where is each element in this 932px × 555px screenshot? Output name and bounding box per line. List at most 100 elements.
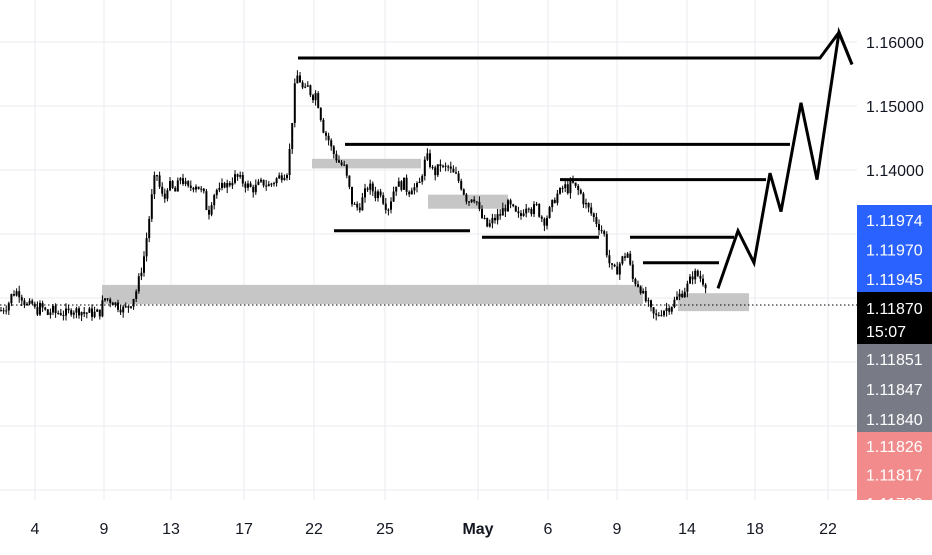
candle-body — [150, 194, 153, 219]
candle-body — [647, 300, 650, 302]
price-tick-label: 1.16000 — [866, 35, 924, 52]
candle — [104, 298, 106, 302]
candle-body — [296, 75, 299, 84]
candle — [592, 212, 595, 222]
time-tick-label: May — [462, 521, 493, 538]
candle-body — [176, 180, 179, 192]
candle — [114, 302, 117, 308]
candle-body — [70, 310, 73, 315]
candle — [379, 188, 382, 198]
price-axis[interactable]: 1.16000 1.15000 1.14000 — [866, 35, 924, 180]
price-badge-group-gray — [857, 344, 932, 434]
candle-body — [317, 93, 320, 108]
candle — [166, 188, 169, 202]
candle — [327, 132, 330, 146]
candle — [587, 202, 590, 213]
candle — [611, 263, 613, 270]
current-price-label: 1.11870 — [866, 301, 923, 318]
candle-body — [668, 308, 671, 312]
candle — [205, 188, 208, 211]
candle — [577, 183, 580, 196]
candle-body — [273, 183, 275, 185]
candle-body — [395, 186, 398, 192]
candle — [413, 183, 416, 195]
candle-body — [660, 315, 663, 317]
candle — [299, 71, 301, 83]
candle — [616, 261, 619, 275]
candle — [429, 149, 431, 169]
candle — [332, 145, 335, 159]
candle-body — [137, 276, 140, 292]
candle-body — [520, 213, 522, 216]
candle-body — [538, 203, 541, 217]
candle — [91, 304, 93, 321]
candle — [574, 182, 577, 188]
time-tick-label: 6 — [544, 521, 553, 538]
candle-body — [358, 207, 361, 211]
candle — [20, 294, 23, 307]
candle-body — [483, 217, 486, 219]
candle — [343, 160, 346, 167]
candle-body — [312, 95, 314, 101]
candle-body — [249, 183, 252, 187]
candle-body — [361, 197, 364, 211]
candle — [356, 201, 359, 211]
candle-body — [608, 255, 611, 264]
candle — [322, 117, 325, 134]
candle-body — [577, 185, 580, 191]
candle-body — [288, 149, 291, 176]
candle-body — [473, 199, 476, 202]
candle — [527, 207, 530, 213]
candle — [455, 166, 457, 175]
candle — [488, 219, 491, 228]
demand-zone — [678, 293, 749, 312]
candle-body — [540, 216, 543, 219]
price-badge-label: 1.11847 — [866, 382, 923, 399]
price-badge-label: 1.11851 — [866, 352, 923, 369]
candle-body — [163, 193, 166, 199]
price-badge-group-blue — [857, 205, 932, 294]
candle-body — [338, 160, 340, 163]
candle — [262, 179, 265, 188]
candle-body — [247, 183, 249, 188]
candle — [304, 83, 307, 89]
candle — [101, 295, 104, 318]
time-axis[interactable]: 4 9 13 17 22 25 May 6 9 14 18 22 — [31, 521, 837, 538]
candle — [286, 173, 288, 181]
zone-layer — [102, 158, 749, 312]
candle-body — [278, 175, 281, 179]
candle — [228, 181, 231, 188]
candle-body — [143, 256, 145, 273]
candle — [644, 286, 647, 303]
candle-body — [626, 253, 629, 258]
candle-body — [447, 166, 450, 168]
candle — [462, 188, 465, 196]
candle-body — [522, 213, 525, 216]
candle — [590, 202, 593, 216]
candle-body — [553, 199, 556, 203]
price-badge-label: 1.11945 — [866, 272, 923, 289]
candle — [270, 182, 273, 187]
candle-body — [169, 180, 171, 191]
candle-body — [683, 291, 686, 298]
candle-body — [244, 183, 247, 188]
candle — [395, 186, 398, 196]
candle — [158, 171, 161, 189]
candle — [293, 78, 296, 128]
candle — [176, 177, 179, 192]
candle-body — [153, 175, 156, 195]
candle — [169, 177, 171, 192]
candle-body — [397, 181, 400, 187]
candle — [421, 174, 424, 185]
candle-body — [78, 308, 80, 316]
candle-body — [457, 173, 460, 181]
candle — [340, 159, 343, 167]
candle — [338, 155, 340, 164]
candle-body — [546, 217, 548, 226]
candle — [335, 150, 338, 163]
candle-body — [465, 194, 468, 202]
candle — [426, 148, 429, 161]
candle — [280, 172, 283, 183]
